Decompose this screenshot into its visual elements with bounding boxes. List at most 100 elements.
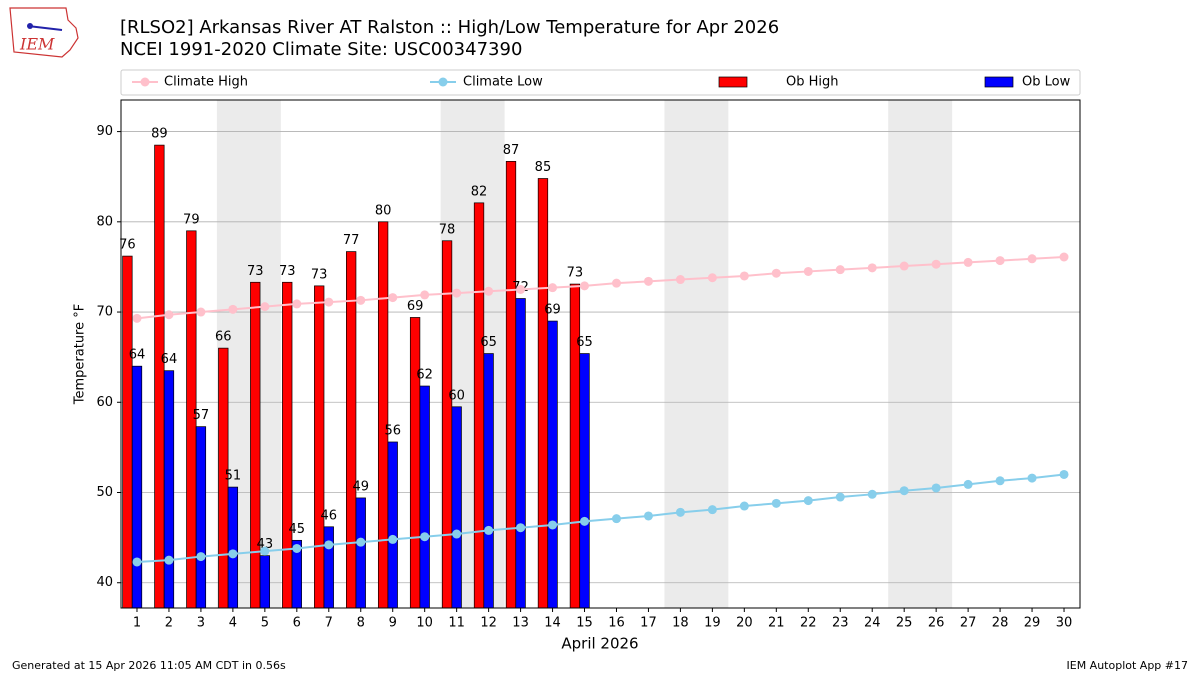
weekend-shade xyxy=(664,100,729,608)
bar xyxy=(195,426,207,609)
legend-swatch xyxy=(984,76,1014,88)
x-tick-label: 25 xyxy=(896,616,913,631)
point xyxy=(356,537,366,547)
point xyxy=(580,281,590,291)
y-axis-label: Temperature °F xyxy=(73,304,88,405)
value-label: 89 xyxy=(151,127,168,142)
x-tick-label: 18 xyxy=(672,616,689,631)
x-tick-label: 12 xyxy=(480,616,497,631)
legend-label: Ob High xyxy=(786,75,839,90)
value-label: 56 xyxy=(384,423,401,438)
bar xyxy=(387,441,398,609)
value-label: 45 xyxy=(289,522,306,537)
weekend-shade xyxy=(888,100,953,608)
y-tick-label: 80 xyxy=(96,214,113,229)
point xyxy=(452,288,462,298)
x-tick-label: 28 xyxy=(992,616,1009,631)
bar xyxy=(377,221,389,609)
value-label: 73 xyxy=(247,264,264,279)
point xyxy=(420,290,430,300)
point xyxy=(260,546,270,556)
logo-line xyxy=(27,25,63,31)
bar xyxy=(227,486,239,609)
point xyxy=(388,293,398,303)
plot-frame xyxy=(120,99,1081,609)
bar xyxy=(259,555,270,609)
line xyxy=(136,473,1065,563)
y-tick-label: 70 xyxy=(96,305,113,320)
point xyxy=(1027,254,1037,264)
logo-dot xyxy=(27,23,33,29)
value-label: 87 xyxy=(503,143,520,158)
point xyxy=(292,543,302,553)
x-tick-label: 5 xyxy=(261,616,269,631)
point xyxy=(228,549,238,559)
value-label: 66 xyxy=(215,330,232,345)
point xyxy=(611,514,621,524)
point xyxy=(931,483,941,493)
value-label: 60 xyxy=(448,388,465,403)
value-label: 76 xyxy=(119,238,136,253)
value-label: 64 xyxy=(129,348,146,363)
point xyxy=(835,492,845,502)
point xyxy=(516,284,526,294)
bar xyxy=(505,161,517,609)
bar xyxy=(250,281,261,609)
logo-outline xyxy=(9,7,79,58)
footer-left: Generated at 15 Apr 2026 11:05 AM CDT in… xyxy=(12,659,286,672)
value-label: 73 xyxy=(567,266,584,281)
legend-label: Ob Low xyxy=(1022,75,1071,90)
x-tick-label: 15 xyxy=(576,616,593,631)
point xyxy=(292,299,302,309)
bar xyxy=(314,285,325,609)
bar xyxy=(537,178,549,609)
point xyxy=(803,266,813,276)
x-tick-label: 4 xyxy=(229,616,237,631)
point xyxy=(324,297,334,307)
point xyxy=(260,302,270,312)
x-tick-label: 9 xyxy=(389,616,397,631)
x-tick-label: 27 xyxy=(960,616,977,631)
value-label: 43 xyxy=(257,537,274,552)
point xyxy=(675,275,685,285)
value-label: 65 xyxy=(576,335,593,350)
value-label: 51 xyxy=(225,469,242,484)
point xyxy=(643,276,653,286)
point xyxy=(516,523,526,533)
point xyxy=(164,310,174,320)
x-axis-label: April 2026 xyxy=(561,635,638,653)
x-tick-label: 7 xyxy=(325,616,333,631)
point xyxy=(739,271,749,281)
bar xyxy=(547,320,558,609)
bar xyxy=(346,251,357,609)
point xyxy=(899,486,909,496)
bar xyxy=(579,353,590,609)
point xyxy=(548,520,558,530)
y-tick-label: 50 xyxy=(96,485,113,500)
x-tick-label: 17 xyxy=(640,616,657,631)
value-label: 80 xyxy=(375,203,392,218)
point xyxy=(228,304,238,314)
point xyxy=(963,257,973,267)
value-label: 73 xyxy=(311,267,328,282)
bar xyxy=(355,497,366,609)
bar xyxy=(515,298,526,609)
value-label: 49 xyxy=(352,479,369,494)
point xyxy=(164,555,174,565)
point xyxy=(132,557,142,567)
point xyxy=(675,507,685,517)
x-tick-label: 30 xyxy=(1056,616,1073,631)
value-label: 69 xyxy=(407,299,424,314)
point xyxy=(899,261,909,271)
value-label: 65 xyxy=(480,335,497,350)
point xyxy=(356,295,366,305)
point xyxy=(995,476,1005,486)
legend-label: Climate High xyxy=(164,75,248,90)
point xyxy=(132,313,142,323)
point xyxy=(324,540,334,550)
point xyxy=(867,263,877,273)
y-tick-label: 60 xyxy=(96,395,113,410)
point xyxy=(867,489,877,499)
bar xyxy=(473,202,485,609)
x-tick-label: 22 xyxy=(800,616,817,631)
